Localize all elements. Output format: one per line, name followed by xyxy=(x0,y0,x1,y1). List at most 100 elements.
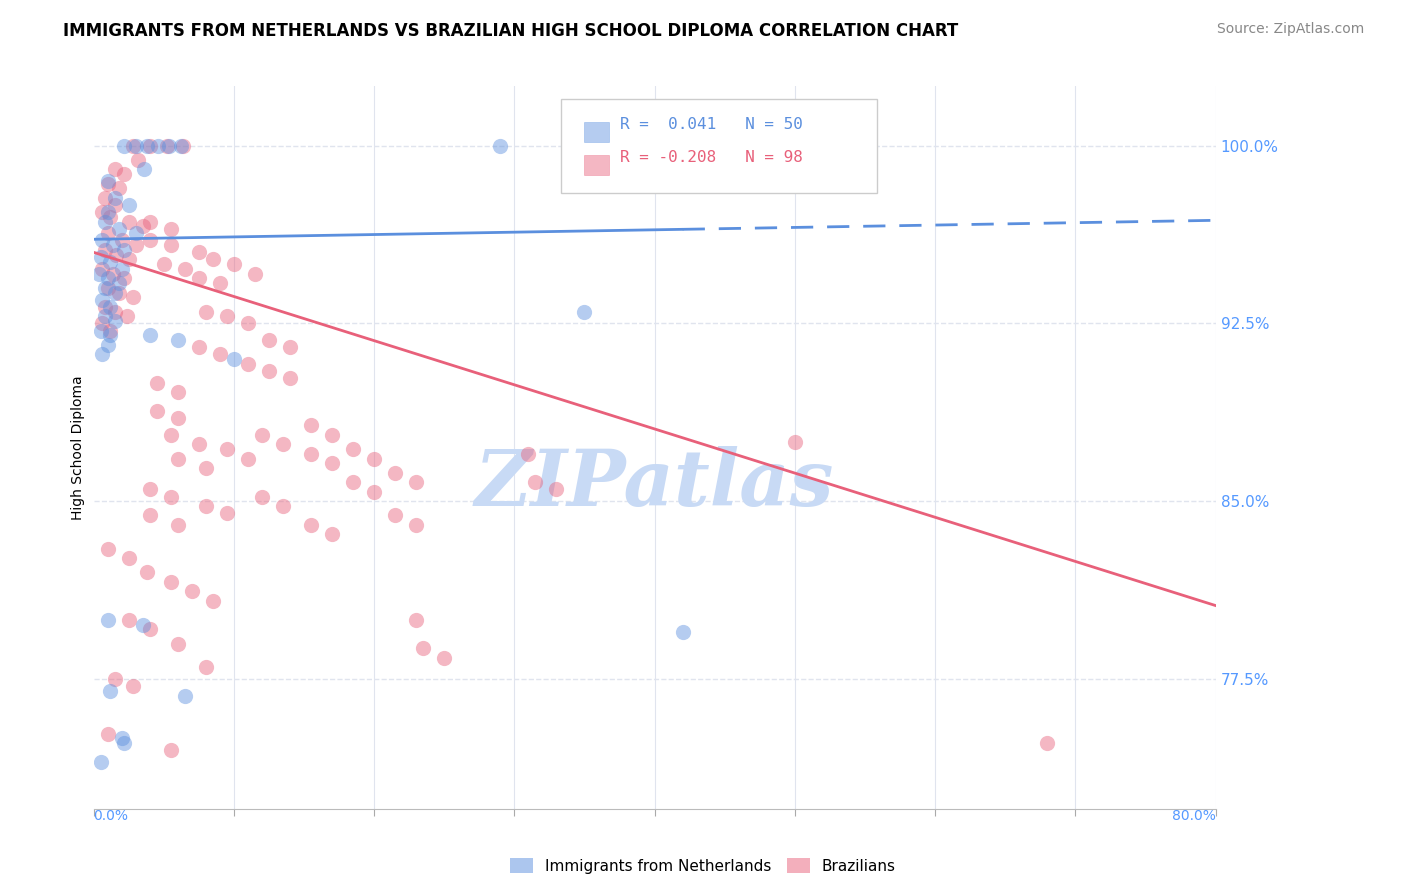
Point xyxy=(180,584,202,599)
Point xyxy=(91,293,114,307)
Point xyxy=(112,243,135,257)
Point xyxy=(103,238,125,252)
Point xyxy=(194,660,217,674)
Legend: Immigrants from Netherlands, Brazilians: Immigrants from Netherlands, Brazilians xyxy=(503,852,903,880)
Point xyxy=(131,219,153,234)
Point xyxy=(112,271,135,285)
Point xyxy=(166,451,188,466)
Point xyxy=(132,162,155,177)
Point xyxy=(138,214,160,228)
Text: IMMIGRANTS FROM NETHERLANDS VS BRAZILIAN HIGH SCHOOL DIPLOMA CORRELATION CHART: IMMIGRANTS FROM NETHERLANDS VS BRAZILIAN… xyxy=(63,22,959,40)
Point xyxy=(97,338,120,352)
Point xyxy=(236,357,259,371)
Point xyxy=(321,456,343,470)
Point xyxy=(112,138,135,153)
Point xyxy=(173,261,195,276)
Point xyxy=(405,475,427,490)
Text: ZIPatlas: ZIPatlas xyxy=(475,446,834,523)
Point xyxy=(412,641,434,656)
Point xyxy=(117,214,139,228)
Point xyxy=(299,518,322,533)
Point xyxy=(145,404,167,418)
Point xyxy=(187,340,209,354)
Point xyxy=(108,221,131,235)
Point xyxy=(384,466,406,480)
Point xyxy=(124,138,146,153)
Point xyxy=(1036,736,1059,750)
Point xyxy=(524,475,547,490)
Point xyxy=(433,650,456,665)
Point xyxy=(108,276,131,290)
Point xyxy=(94,300,117,314)
Point xyxy=(243,267,266,281)
Point xyxy=(97,281,120,295)
FancyBboxPatch shape xyxy=(561,99,877,194)
Point xyxy=(104,191,127,205)
Point xyxy=(187,437,209,451)
Point xyxy=(100,300,122,314)
Point xyxy=(100,210,122,224)
Point xyxy=(111,234,134,248)
Point xyxy=(121,290,143,304)
Point xyxy=(278,371,301,385)
Point xyxy=(135,138,157,153)
Text: R = -0.208   N = 98: R = -0.208 N = 98 xyxy=(620,151,803,165)
Point xyxy=(100,255,122,269)
Point xyxy=(384,508,406,523)
Point xyxy=(103,267,125,281)
Point xyxy=(159,490,181,504)
Point xyxy=(89,267,111,281)
Point xyxy=(145,376,167,390)
Point xyxy=(108,181,131,195)
Point xyxy=(138,328,160,343)
Point xyxy=(138,483,160,497)
Point xyxy=(135,566,157,580)
Text: 80.0%: 80.0% xyxy=(1171,809,1216,823)
Point xyxy=(159,743,181,757)
Point xyxy=(222,257,245,271)
Bar xyxy=(583,155,609,176)
Point xyxy=(166,411,188,425)
Point xyxy=(91,234,114,248)
Point xyxy=(104,672,127,686)
Point xyxy=(152,257,174,271)
Point xyxy=(166,333,188,347)
Point xyxy=(405,613,427,627)
Point xyxy=(201,252,224,267)
Point xyxy=(97,726,120,740)
Point xyxy=(97,174,120,188)
Bar xyxy=(583,122,609,142)
Point xyxy=(169,138,191,153)
Point xyxy=(172,138,194,153)
Point xyxy=(104,162,127,177)
Point xyxy=(117,252,139,267)
Point xyxy=(546,483,568,497)
Point xyxy=(187,271,209,285)
Point xyxy=(257,333,280,347)
Point xyxy=(159,428,181,442)
Point xyxy=(299,447,322,461)
Point xyxy=(166,518,188,533)
Point xyxy=(112,736,135,750)
Point xyxy=(105,248,128,262)
Text: Source: ZipAtlas.com: Source: ZipAtlas.com xyxy=(1216,22,1364,37)
Point xyxy=(517,447,540,461)
Point xyxy=(159,221,181,235)
Point xyxy=(124,238,146,252)
Point xyxy=(215,310,238,324)
Point xyxy=(236,317,259,331)
Point xyxy=(91,261,114,276)
Point xyxy=(117,551,139,566)
Point xyxy=(208,276,231,290)
Point xyxy=(97,271,120,285)
Point xyxy=(104,285,127,300)
Point xyxy=(342,475,364,490)
Point xyxy=(124,227,146,241)
Point xyxy=(215,442,238,456)
Point xyxy=(90,250,112,264)
Point xyxy=(94,243,117,257)
Point xyxy=(90,324,112,338)
Point xyxy=(215,506,238,520)
Point xyxy=(97,177,120,191)
Point xyxy=(121,679,143,693)
